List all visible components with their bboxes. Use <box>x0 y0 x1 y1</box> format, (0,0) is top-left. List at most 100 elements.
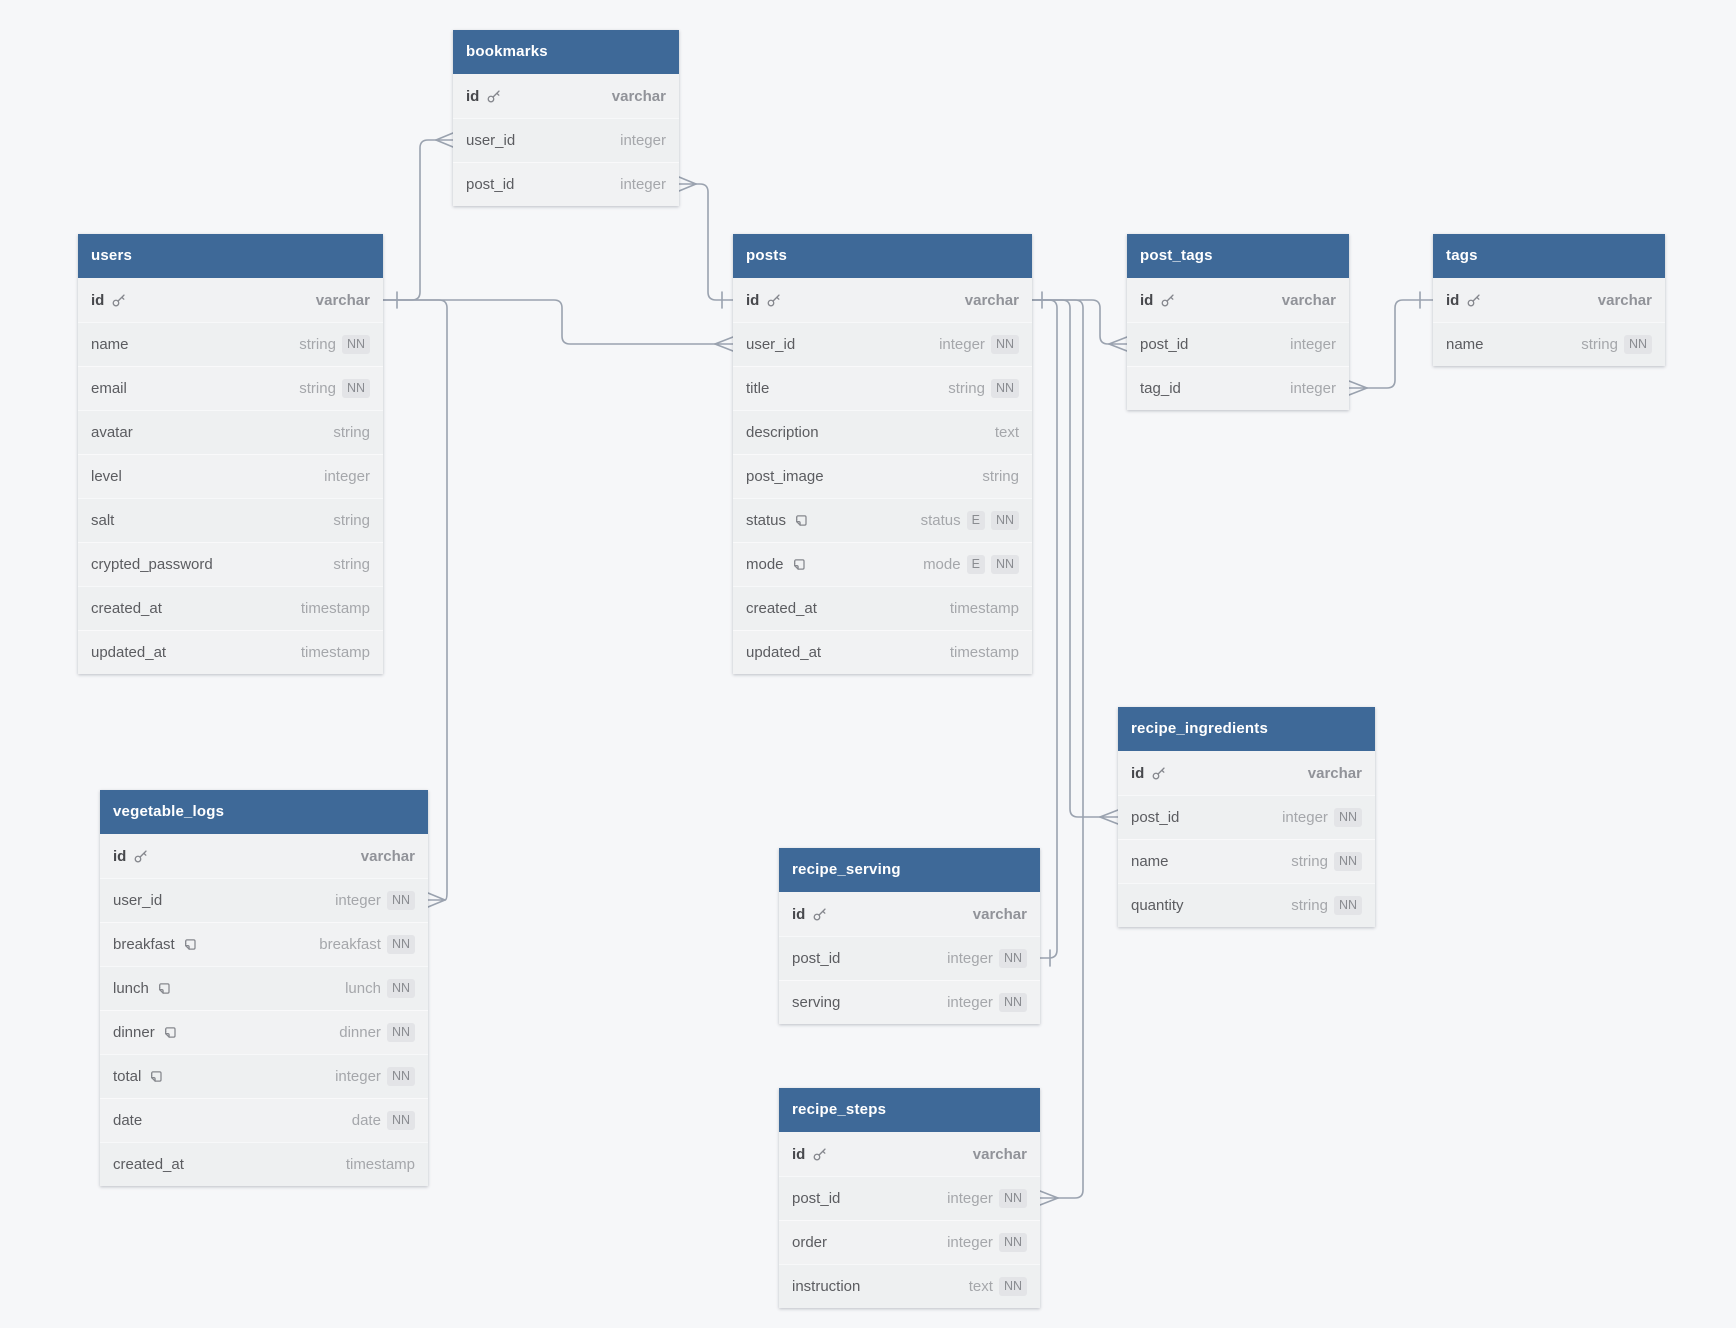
table-post_tags[interactable]: post_tags id varchar post_id integer tag_id in… <box>1127 234 1349 410</box>
field-row-posts-description[interactable]: description text <box>733 410 1032 454</box>
field-type: varchar <box>360 847 415 865</box>
table-vegetable_logs[interactable]: vegetable_logs id varchar user_id integer NN b… <box>100 790 428 1186</box>
field-type: varchar <box>964 291 1019 309</box>
field-row-post_tags-tag_id[interactable]: tag_id integer <box>1127 366 1349 410</box>
not-null-badge: NN <box>341 335 370 354</box>
table-header-post_tags[interactable]: post_tags <box>1127 234 1349 278</box>
enum-badge: E <box>966 511 985 530</box>
field-row-vegetable_logs-total[interactable]: total integer NN <box>100 1054 428 1098</box>
field-row-post_tags-post_id[interactable]: post_id integer <box>1127 322 1349 366</box>
field-row-posts-user_id[interactable]: user_id integer NN <box>733 322 1032 366</box>
field-row-users-name[interactable]: name string NN <box>78 322 383 366</box>
field-row-recipe_steps-instruction[interactable]: instruction text NN <box>779 1264 1040 1308</box>
field-row-vegetable_logs-created_at[interactable]: created_at timestamp <box>100 1142 428 1186</box>
field-type: varchar <box>972 905 1027 923</box>
field-type: integer <box>620 132 666 149</box>
field-row-users-salt[interactable]: salt string <box>78 498 383 542</box>
field-row-posts-created_at[interactable]: created_at timestamp <box>733 586 1032 630</box>
not-null-badge: NN <box>386 979 415 998</box>
field-name: name <box>1446 336 1484 353</box>
table-users[interactable]: users id varchar name string NN email string NN a… <box>78 234 383 674</box>
field-type: string <box>948 380 985 397</box>
field-type: integer <box>947 1234 993 1251</box>
not-null-badge: NN <box>386 1111 415 1130</box>
enum-note-icon <box>793 513 808 528</box>
field-row-bookmarks-post_id[interactable]: post_id integer <box>453 162 679 206</box>
field-row-posts-id[interactable]: id varchar <box>733 278 1032 322</box>
field-name: id <box>746 291 760 309</box>
field-row-users-created_at[interactable]: created_at timestamp <box>78 586 383 630</box>
table-header-recipe_ingredients[interactable]: recipe_ingredients <box>1118 707 1375 751</box>
field-row-users-level[interactable]: level integer <box>78 454 383 498</box>
field-name: id <box>1446 291 1460 309</box>
field-row-users-id[interactable]: id varchar <box>78 278 383 322</box>
field-row-bookmarks-id[interactable]: id varchar <box>453 74 679 118</box>
field-row-tags-name[interactable]: name string NN <box>1433 322 1665 366</box>
table-recipe_steps[interactable]: recipe_steps id varchar post_id integer NN ord… <box>779 1088 1040 1308</box>
field-name: crypted_password <box>91 556 213 573</box>
field-row-tags-id[interactable]: id varchar <box>1433 278 1665 322</box>
field-row-recipe_ingredients-name[interactable]: name string NN <box>1118 839 1375 883</box>
field-type: timestamp <box>300 644 370 661</box>
field-row-recipe_serving-serving[interactable]: serving integer NN <box>779 980 1040 1024</box>
table-recipe_ingredients[interactable]: recipe_ingredients id varchar post_id intege… <box>1118 707 1375 927</box>
table-header-users[interactable]: users <box>78 234 383 278</box>
field-row-recipe_steps-order[interactable]: order integer NN <box>779 1220 1040 1264</box>
field-type: string <box>299 380 336 397</box>
field-row-recipe_ingredients-quantity[interactable]: quantity string NN <box>1118 883 1375 927</box>
field-type: dinner <box>339 1024 381 1041</box>
field-row-posts-title[interactable]: title string NN <box>733 366 1032 410</box>
table-header-tags[interactable]: tags <box>1433 234 1665 278</box>
field-type: timestamp <box>949 600 1019 617</box>
field-row-vegetable_logs-user_id[interactable]: user_id integer NN <box>100 878 428 922</box>
field-name: post_id <box>792 950 841 967</box>
field-row-posts-mode[interactable]: mode mode E NN <box>733 542 1032 586</box>
enum-note-icon <box>148 1069 163 1084</box>
field-row-recipe_ingredients-post_id[interactable]: post_id integer NN <box>1118 795 1375 839</box>
field-row-users-avatar[interactable]: avatar string <box>78 410 383 454</box>
field-type: mode <box>923 556 961 573</box>
table-header-vegetable_logs[interactable]: vegetable_logs <box>100 790 428 834</box>
rel-posts-id-to-recipe-steps-post-id <box>1039 1190 1059 1199</box>
field-row-vegetable_logs-lunch[interactable]: lunch lunch NN <box>100 966 428 1010</box>
field-row-recipe_ingredients-id[interactable]: id varchar <box>1118 751 1375 795</box>
field-type: integer <box>1282 809 1328 826</box>
field-row-recipe_steps-post_id[interactable]: post_id integer NN <box>779 1176 1040 1220</box>
field-type: varchar <box>1307 764 1362 782</box>
field-row-bookmarks-user_id[interactable]: user_id integer <box>453 118 679 162</box>
field-row-recipe_serving-id[interactable]: id varchar <box>779 892 1040 936</box>
field-row-vegetable_logs-date[interactable]: date date NN <box>100 1098 428 1142</box>
field-type: string <box>1581 336 1618 353</box>
field-row-users-updated_at[interactable]: updated_at timestamp <box>78 630 383 674</box>
field-row-posts-updated_at[interactable]: updated_at timestamp <box>733 630 1032 674</box>
table-posts[interactable]: posts id varchar user_id integer NN title strin… <box>733 234 1032 674</box>
primary-key-icon <box>111 292 127 308</box>
table-tags[interactable]: tags id varchar name string NN <box>1433 234 1665 366</box>
field-row-vegetable_logs-dinner[interactable]: dinner dinner NN <box>100 1010 428 1054</box>
field-name: post_image <box>746 468 824 485</box>
field-name: instruction <box>792 1278 861 1295</box>
enum-badge: E <box>966 555 985 574</box>
table-bookmarks[interactable]: bookmarks id varchar user_id integer post_id i… <box>453 30 679 206</box>
field-row-users-email[interactable]: email string NN <box>78 366 383 410</box>
rel-posts-id-to-post-tags-post-id <box>1031 299 1110 345</box>
field-row-posts-post_image[interactable]: post_image string <box>733 454 1032 498</box>
field-row-recipe_steps-id[interactable]: id varchar <box>779 1132 1040 1176</box>
table-recipe_serving[interactable]: recipe_serving id varchar post_id integer NN s… <box>779 848 1040 1024</box>
field-type: integer <box>324 468 370 485</box>
field-row-posts-status[interactable]: status status E NN <box>733 498 1032 542</box>
table-header-posts[interactable]: posts <box>733 234 1032 278</box>
table-header-bookmarks[interactable]: bookmarks <box>453 30 679 74</box>
field-row-vegetable_logs-breakfast[interactable]: breakfast breakfast NN <box>100 922 428 966</box>
field-row-vegetable_logs-id[interactable]: id varchar <box>100 834 428 878</box>
table-header-recipe_steps[interactable]: recipe_steps <box>779 1088 1040 1132</box>
field-row-post_tags-id[interactable]: id varchar <box>1127 278 1349 322</box>
rel-bookmarks-post-id-to-posts-id <box>678 183 697 192</box>
field-row-recipe_serving-post_id[interactable]: post_id integer NN <box>779 936 1040 980</box>
field-row-users-crypted_password[interactable]: crypted_password string <box>78 542 383 586</box>
rel-users-id-to-bookmarks-user-id <box>435 139 454 148</box>
rel-users-id-to-posts-user-id <box>382 299 716 345</box>
table-header-recipe_serving[interactable]: recipe_serving <box>779 848 1040 892</box>
field-name: created_at <box>91 600 162 617</box>
field-type: text <box>968 1278 993 1295</box>
